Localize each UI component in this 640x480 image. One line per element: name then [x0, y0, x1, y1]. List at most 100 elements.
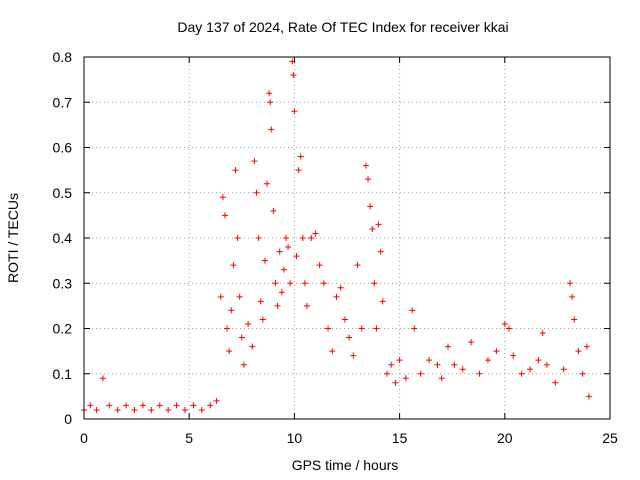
- data-point: [417, 370, 424, 377]
- data-point: [255, 235, 262, 241]
- data-points: [81, 58, 592, 413]
- y-tick-label: 0.7: [53, 94, 73, 110]
- data-point: [411, 325, 418, 332]
- data-point: [280, 266, 287, 273]
- data-point: [156, 402, 163, 409]
- data-point: [402, 375, 409, 382]
- data-point: [278, 289, 285, 296]
- data-point: [272, 280, 279, 287]
- data-point: [571, 316, 578, 323]
- data-point: [579, 370, 586, 377]
- data-point: [365, 176, 372, 183]
- data-point: [583, 343, 590, 350]
- data-point: [325, 325, 332, 332]
- data-point: [240, 361, 247, 368]
- data-point: [295, 167, 302, 174]
- data-point: [230, 262, 237, 269]
- y-tick-label: 0.6: [53, 140, 73, 156]
- data-point: [213, 397, 220, 404]
- data-point: [198, 406, 205, 413]
- data-point: [232, 167, 239, 174]
- data-point: [567, 280, 574, 287]
- x-tick-label: 0: [80, 430, 88, 446]
- data-point: [501, 320, 508, 327]
- data-point: [285, 244, 292, 251]
- data-point: [266, 90, 273, 97]
- y-tick-label: 0.1: [53, 366, 73, 382]
- data-point: [301, 280, 308, 287]
- data-point: [236, 293, 243, 300]
- y-tick-label: 0.5: [53, 185, 73, 201]
- x-axis-ticks: 0 5 10 15 20 25: [80, 57, 618, 446]
- y-tick-label: 0.3: [53, 275, 73, 291]
- data-point: [396, 357, 403, 364]
- data-point: [451, 361, 458, 368]
- chart-title: Day 137 of 2024, Rate Of TEC Index for r…: [177, 19, 508, 35]
- data-point: [290, 72, 297, 79]
- data-point: [299, 235, 306, 241]
- data-point: [438, 375, 445, 382]
- data-point: [251, 158, 258, 165]
- data-point: [312, 230, 319, 237]
- y-axis-ticks: 0 0.1 0.2 0.3 0.4 0.5 0.6 0.7 0.8: [53, 49, 610, 427]
- data-point: [367, 203, 374, 210]
- data-point: [99, 375, 106, 382]
- data-point: [106, 402, 113, 409]
- x-tick-label: 5: [185, 430, 193, 446]
- x-tick-label: 10: [287, 430, 303, 446]
- data-point: [224, 325, 231, 332]
- data-point: [114, 406, 121, 413]
- data-point: [510, 352, 517, 359]
- data-point: [268, 126, 275, 133]
- data-point: [148, 406, 155, 413]
- data-point: [371, 280, 378, 287]
- x-tick-label: 25: [602, 430, 618, 446]
- data-point: [308, 235, 315, 241]
- data-point: [257, 298, 264, 305]
- data-point: [552, 379, 559, 386]
- data-point: [535, 357, 542, 364]
- data-point: [362, 162, 369, 169]
- data-point: [375, 221, 382, 228]
- data-point: [409, 307, 416, 314]
- data-point: [228, 307, 235, 314]
- data-point: [392, 379, 399, 386]
- data-point: [369, 225, 376, 232]
- data-point: [585, 393, 592, 400]
- data-point: [459, 366, 466, 373]
- data-point: [434, 361, 441, 368]
- y-tick-label: 0.2: [53, 321, 73, 337]
- data-point: [221, 212, 228, 219]
- data-point: [181, 406, 188, 413]
- data-point: [539, 330, 546, 337]
- data-point: [293, 253, 300, 260]
- data-point: [304, 302, 311, 309]
- data-point: [388, 361, 395, 368]
- data-point: [253, 189, 260, 196]
- data-point: [377, 248, 384, 255]
- data-point: [468, 339, 475, 346]
- data-point: [267, 99, 274, 106]
- data-point: [543, 361, 550, 368]
- data-point: [226, 348, 233, 355]
- data-point: [139, 402, 146, 409]
- data-point: [444, 343, 451, 350]
- data-point: [320, 280, 327, 287]
- data-point: [358, 325, 365, 332]
- data-point: [333, 293, 340, 300]
- data-point: [234, 235, 241, 241]
- plot-frame: [83, 56, 611, 420]
- data-point: [337, 284, 344, 291]
- data-point: [123, 402, 130, 409]
- data-point: [291, 108, 298, 115]
- data-point: [207, 402, 214, 409]
- data-point: [217, 293, 224, 300]
- data-point: [569, 293, 576, 300]
- data-point: [373, 325, 380, 332]
- data-point: [341, 316, 348, 323]
- data-point: [493, 348, 500, 355]
- data-point: [297, 153, 304, 160]
- data-point: [379, 298, 386, 305]
- data-point: [274, 302, 281, 309]
